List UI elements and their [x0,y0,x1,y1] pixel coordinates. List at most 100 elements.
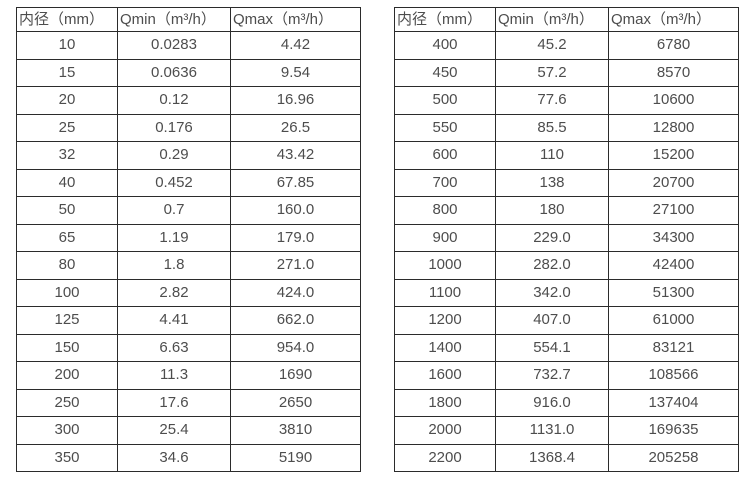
table-row: 1800 916.0 137404 [394,388,739,417]
qmin-cell: 0.0636 [117,58,231,87]
table-row: 700 138 20700 [394,168,739,197]
qmin-cell: 110 [495,141,609,170]
diameter-cell: 600 [394,141,496,170]
diameter-cell: 900 [394,223,496,252]
qmin-cell: 916.0 [495,388,609,417]
diameter-cell: 65 [16,223,118,252]
qmin-cell: 34.6 [117,443,231,472]
qmax-cell: 5190 [230,443,361,472]
qmax-cell: 1690 [230,361,361,390]
qmin-cell: 0.12 [117,86,231,115]
diameter-cell: 50 [16,196,118,225]
table-row: 1200 407.0 61000 [394,306,739,335]
table-row: 300 25.4 3810 [16,416,361,445]
diameter-header: 内径（mm） [16,7,118,32]
qmin-cell: 0.176 [117,113,231,142]
diameter-cell: 125 [16,306,118,335]
table-row: 500 77.6 10600 [394,86,739,115]
qmin-cell: 1.8 [117,251,231,280]
qmax-cell: 424.0 [230,278,361,307]
qmax-cell: 83121 [608,333,739,362]
qmax-cell: 67.85 [230,168,361,197]
diameter-cell: 250 [16,388,118,417]
qmax-cell: 10600 [608,86,739,115]
diameter-cell: 1400 [394,333,496,362]
diameter-cell: 800 [394,196,496,225]
table-row: 250 17.6 2650 [16,388,361,417]
qmin-cell: 4.41 [117,306,231,335]
table-row: 450 57.2 8570 [394,58,739,87]
table-row: 600 110 15200 [394,141,739,170]
qmin-cell: 57.2 [495,58,609,87]
table-row: 1000 282.0 42400 [394,251,739,280]
qmax-cell: 61000 [608,306,739,335]
qmax-cell: 43.42 [230,141,361,170]
qmax-cell: 108566 [608,361,739,390]
qmin-cell: 0.7 [117,196,231,225]
qmin-cell: 554.1 [495,333,609,362]
table-row: 900 229.0 34300 [394,223,739,252]
flow-table-small-diameters: 内径（mm） Qmin（m³/h） Qmax（m³/h） 10 0.0283 4… [16,7,361,472]
table-row: 32 0.29 43.42 [16,141,361,170]
qmax-cell: 16.96 [230,86,361,115]
diameter-cell: 450 [394,58,496,87]
table-row: 40 0.452 67.85 [16,168,361,197]
qmax-cell: 137404 [608,388,739,417]
qmin-cell: 1368.4 [495,443,609,472]
qmin-cell: 407.0 [495,306,609,335]
qmax-cell: 8570 [608,58,739,87]
qmax-header: Qmax（m³/h） [608,7,739,32]
table-row: 100 2.82 424.0 [16,278,361,307]
diameter-cell: 200 [16,361,118,390]
flow-table-large-diameters: 内径（mm） Qmin（m³/h） Qmax（m³/h） 400 45.2 67… [394,7,739,472]
qmin-cell: 25.4 [117,416,231,445]
table-row: 550 85.5 12800 [394,113,739,142]
diameter-cell: 80 [16,251,118,280]
table-row: 1100 342.0 51300 [394,278,739,307]
diameter-cell: 1200 [394,306,496,335]
table-row: 15 0.0636 9.54 [16,58,361,87]
qmin-cell: 1131.0 [495,416,609,445]
qmin-cell: 2.82 [117,278,231,307]
qmax-cell: 34300 [608,223,739,252]
header-row: 内径（mm） Qmin（m³/h） Qmax（m³/h） [16,7,361,32]
table-row: 1600 732.7 108566 [394,361,739,390]
qmin-cell: 1.19 [117,223,231,252]
table-row: 350 34.6 5190 [16,443,361,472]
qmax-cell: 27100 [608,196,739,225]
table-row: 200 11.3 1690 [16,361,361,390]
diameter-cell: 500 [394,86,496,115]
table-row: 65 1.19 179.0 [16,223,361,252]
qmin-cell: 6.63 [117,333,231,362]
qmax-cell: 160.0 [230,196,361,225]
diameter-cell: 400 [394,31,496,60]
diameter-cell: 2200 [394,443,496,472]
table-row: 2200 1368.4 205258 [394,443,739,472]
table-row: 20 0.12 16.96 [16,86,361,115]
diameter-cell: 10 [16,31,118,60]
qmax-cell: 169635 [608,416,739,445]
qmax-cell: 205258 [608,443,739,472]
diameter-cell: 40 [16,168,118,197]
qmax-cell: 4.42 [230,31,361,60]
qmin-cell: 77.6 [495,86,609,115]
qmin-cell: 229.0 [495,223,609,252]
qmin-cell: 732.7 [495,361,609,390]
diameter-header: 内径（mm） [394,7,496,32]
qmin-cell: 282.0 [495,251,609,280]
diameter-cell: 20 [16,86,118,115]
table-row: 400 45.2 6780 [394,31,739,60]
diameter-cell: 1800 [394,388,496,417]
qmax-header: Qmax（m³/h） [230,7,361,32]
table-row: 25 0.176 26.5 [16,113,361,142]
table-row: 2000 1131.0 169635 [394,416,739,445]
qmin-cell: 85.5 [495,113,609,142]
diameter-cell: 1000 [394,251,496,280]
qmin-cell: 11.3 [117,361,231,390]
diameter-cell: 150 [16,333,118,362]
diameter-cell: 32 [16,141,118,170]
qmax-cell: 12800 [608,113,739,142]
qmax-cell: 15200 [608,141,739,170]
qmax-cell: 662.0 [230,306,361,335]
